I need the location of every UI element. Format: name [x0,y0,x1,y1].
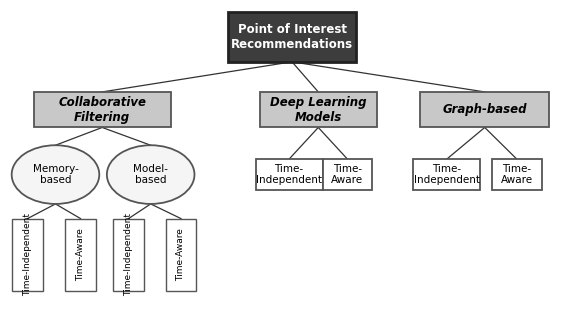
Text: Time-
Aware: Time- Aware [500,164,533,185]
FancyBboxPatch shape [33,92,171,127]
FancyBboxPatch shape [256,159,322,190]
Text: Model-
based: Model- based [133,164,168,185]
Text: Graph-based: Graph-based [443,103,527,116]
Text: Time-Independent: Time-Independent [124,214,133,296]
FancyBboxPatch shape [260,92,377,127]
FancyBboxPatch shape [166,219,196,291]
Text: Time-
Independent: Time- Independent [413,164,480,185]
Text: Time-Aware: Time-Aware [76,228,85,281]
Ellipse shape [12,145,99,204]
Text: Time-Aware: Time-Aware [176,228,186,281]
Text: Deep Learning
Models: Deep Learning Models [270,96,367,124]
FancyBboxPatch shape [65,219,96,291]
FancyBboxPatch shape [228,12,356,62]
Text: Time-
Aware: Time- Aware [331,164,364,185]
Text: Memory-
based: Memory- based [33,164,78,185]
FancyBboxPatch shape [420,92,549,127]
FancyBboxPatch shape [113,219,144,291]
Text: Time-
Independent: Time- Independent [256,164,322,185]
FancyBboxPatch shape [492,159,541,190]
Ellipse shape [107,145,194,204]
FancyBboxPatch shape [322,159,372,190]
FancyBboxPatch shape [413,159,480,190]
Text: Time-Independent: Time-Independent [23,214,32,296]
Text: Collaborative
Filtering: Collaborative Filtering [58,96,146,124]
Text: Point of Interest
Recommendations: Point of Interest Recommendations [231,23,353,51]
FancyBboxPatch shape [12,219,43,291]
